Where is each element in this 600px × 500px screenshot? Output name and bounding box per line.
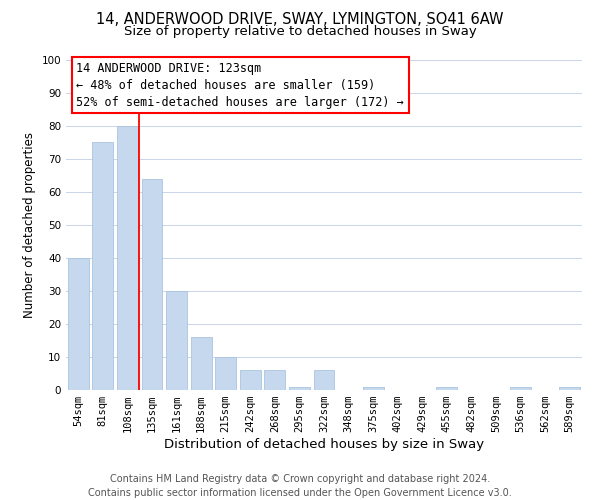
Y-axis label: Number of detached properties: Number of detached properties xyxy=(23,132,36,318)
Bar xyxy=(436,386,457,390)
Bar xyxy=(142,179,163,390)
Bar xyxy=(68,258,89,390)
Bar xyxy=(362,386,383,390)
Bar xyxy=(92,142,113,390)
Bar xyxy=(265,370,286,390)
Text: 14 ANDERWOOD DRIVE: 123sqm
← 48% of detached houses are smaller (159)
52% of sem: 14 ANDERWOOD DRIVE: 123sqm ← 48% of deta… xyxy=(76,62,404,108)
Bar xyxy=(240,370,261,390)
Bar xyxy=(191,337,212,390)
Text: Contains HM Land Registry data © Crown copyright and database right 2024.
Contai: Contains HM Land Registry data © Crown c… xyxy=(88,474,512,498)
Bar xyxy=(289,386,310,390)
Bar xyxy=(314,370,334,390)
X-axis label: Distribution of detached houses by size in Sway: Distribution of detached houses by size … xyxy=(164,438,484,451)
Bar xyxy=(215,357,236,390)
Bar xyxy=(117,126,138,390)
Text: 14, ANDERWOOD DRIVE, SWAY, LYMINGTON, SO41 6AW: 14, ANDERWOOD DRIVE, SWAY, LYMINGTON, SO… xyxy=(96,12,504,28)
Bar xyxy=(166,291,187,390)
Bar xyxy=(510,386,531,390)
Text: Size of property relative to detached houses in Sway: Size of property relative to detached ho… xyxy=(124,25,476,38)
Bar xyxy=(559,386,580,390)
